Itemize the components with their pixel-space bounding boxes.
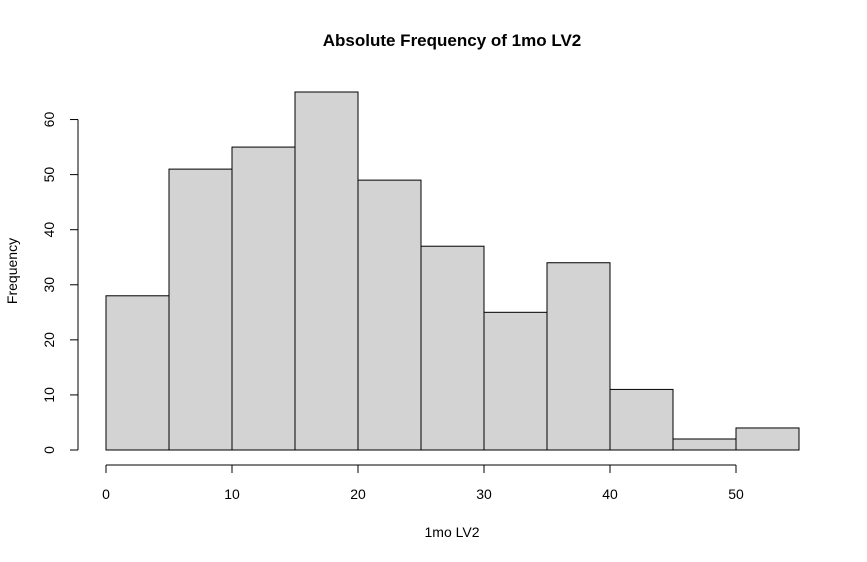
y-tick-label: 0 <box>41 446 57 454</box>
x-tick-label: 10 <box>224 486 240 502</box>
histogram-bar <box>483 311 548 451</box>
histogram-bar <box>546 262 611 451</box>
histogram-bar <box>168 168 233 451</box>
histogram-bar <box>105 295 170 451</box>
histogram-bar <box>609 388 674 451</box>
histogram-bar <box>294 91 359 451</box>
bars-group <box>105 91 800 451</box>
y-tick-label: 30 <box>41 277 57 293</box>
histogram-bar <box>672 438 737 451</box>
y-axis-label: Frequency <box>4 238 20 304</box>
x-tick-label: 30 <box>476 486 492 502</box>
histogram-bar <box>735 427 800 451</box>
x-tick-label: 50 <box>728 486 744 502</box>
y-tick-label: 40 <box>41 222 57 238</box>
chart-title: Absolute Frequency of 1mo LV2 <box>323 31 582 50</box>
x-tick-label: 20 <box>350 486 366 502</box>
x-tick-label: 40 <box>602 486 618 502</box>
histogram-bar <box>420 245 485 451</box>
y-tick-label: 50 <box>41 167 57 183</box>
y-tick-label: 60 <box>41 112 57 128</box>
x-axis: 0 10 20 30 40 50 <box>102 464 744 502</box>
x-axis-label: 1mo LV2 <box>425 524 480 540</box>
y-axis: 0 10 20 30 40 50 60 <box>41 112 79 454</box>
y-tick-label: 10 <box>41 387 57 403</box>
y-tick-label: 20 <box>41 332 57 348</box>
x-tick-label: 0 <box>102 486 110 502</box>
histogram-bar <box>357 179 422 451</box>
histogram-bar <box>231 146 296 451</box>
